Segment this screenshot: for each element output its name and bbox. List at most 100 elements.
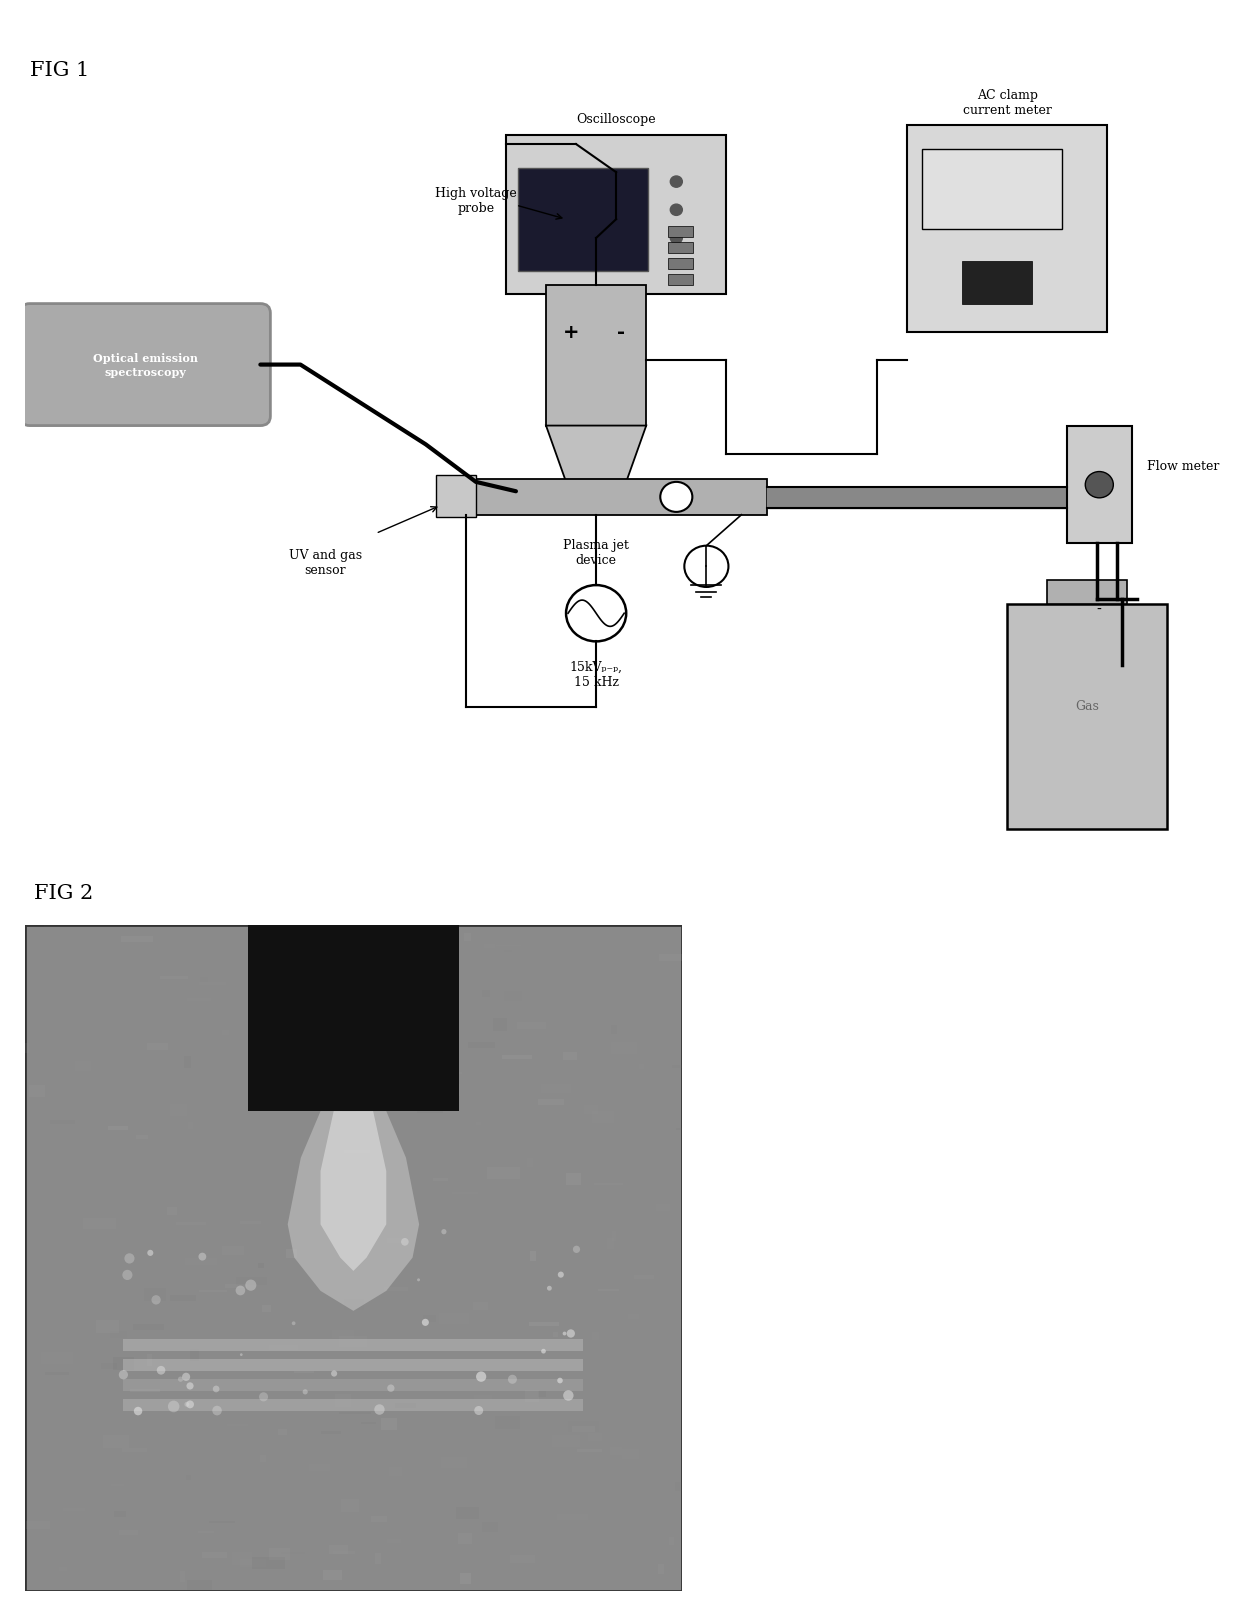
Circle shape bbox=[239, 1354, 243, 1357]
Bar bbox=[123, 1448, 146, 1453]
Bar bbox=[639, 1063, 645, 1070]
Circle shape bbox=[259, 1393, 268, 1402]
Bar bbox=[538, 1391, 546, 1397]
Circle shape bbox=[417, 1279, 420, 1282]
Bar bbox=[526, 1391, 538, 1402]
Bar bbox=[362, 1060, 387, 1063]
Bar bbox=[326, 1100, 342, 1112]
Bar bbox=[29, 1086, 46, 1097]
Bar bbox=[339, 1412, 371, 1414]
Bar bbox=[138, 1113, 165, 1123]
Circle shape bbox=[156, 1367, 165, 1375]
Bar bbox=[475, 1394, 492, 1401]
Bar bbox=[553, 1435, 580, 1448]
Text: FIG 2: FIG 2 bbox=[35, 883, 93, 902]
Bar bbox=[495, 1438, 510, 1449]
Bar bbox=[568, 1422, 599, 1433]
Bar bbox=[608, 1238, 614, 1250]
Bar bbox=[210, 1521, 234, 1524]
Bar bbox=[180, 1571, 186, 1582]
Bar bbox=[387, 1238, 404, 1243]
Bar bbox=[281, 1552, 305, 1555]
Bar bbox=[668, 227, 693, 239]
Circle shape bbox=[167, 1401, 180, 1412]
Bar bbox=[238, 1558, 259, 1566]
Bar bbox=[309, 1464, 330, 1470]
Bar bbox=[283, 998, 299, 1011]
Bar bbox=[170, 1295, 196, 1302]
Text: Oscilloscope: Oscilloscope bbox=[577, 114, 656, 127]
Bar bbox=[538, 1399, 569, 1404]
Bar bbox=[334, 1552, 356, 1553]
Bar bbox=[187, 1581, 212, 1591]
Bar bbox=[315, 1341, 335, 1345]
Bar bbox=[634, 1276, 655, 1279]
Circle shape bbox=[441, 1229, 446, 1235]
Bar bbox=[453, 1193, 477, 1195]
Bar bbox=[222, 1031, 229, 1035]
Polygon shape bbox=[288, 1112, 419, 1311]
Bar bbox=[267, 1071, 277, 1076]
Circle shape bbox=[671, 204, 682, 216]
Bar bbox=[676, 1128, 684, 1130]
Bar bbox=[176, 1222, 206, 1225]
Bar bbox=[346, 946, 355, 956]
Bar bbox=[248, 925, 459, 1112]
Bar bbox=[324, 1571, 342, 1581]
Bar bbox=[506, 1240, 512, 1242]
Bar bbox=[321, 1431, 341, 1433]
FancyBboxPatch shape bbox=[546, 286, 646, 427]
Bar bbox=[262, 1305, 270, 1313]
Bar bbox=[58, 1566, 67, 1571]
Text: UV and gas
sensor: UV and gas sensor bbox=[289, 549, 362, 576]
Bar bbox=[403, 1466, 429, 1477]
Bar bbox=[502, 1055, 532, 1060]
Bar bbox=[329, 1545, 348, 1553]
Circle shape bbox=[291, 1321, 295, 1326]
Circle shape bbox=[508, 1375, 517, 1384]
Bar bbox=[148, 1354, 153, 1367]
Circle shape bbox=[671, 177, 682, 188]
Bar bbox=[340, 923, 355, 936]
Bar bbox=[250, 1371, 263, 1375]
Circle shape bbox=[198, 1253, 206, 1261]
Bar bbox=[474, 1302, 487, 1310]
Bar bbox=[563, 1052, 577, 1060]
Bar bbox=[656, 1204, 671, 1211]
Bar bbox=[232, 1552, 252, 1565]
Bar bbox=[43, 925, 50, 935]
Bar bbox=[345, 1151, 370, 1152]
Bar bbox=[185, 1258, 217, 1266]
Bar bbox=[637, 1431, 644, 1441]
Bar bbox=[458, 1534, 471, 1545]
Bar bbox=[252, 1558, 284, 1569]
Bar bbox=[367, 1010, 383, 1013]
Bar bbox=[229, 1378, 262, 1383]
Bar bbox=[598, 1290, 619, 1292]
Circle shape bbox=[567, 1329, 575, 1337]
Bar bbox=[167, 1208, 177, 1216]
Text: Optical emission
spectroscopy: Optical emission spectroscopy bbox=[93, 352, 197, 378]
Bar bbox=[423, 1315, 436, 1323]
Bar bbox=[446, 1010, 456, 1021]
Bar bbox=[113, 1357, 134, 1370]
Bar bbox=[591, 1112, 614, 1123]
Bar bbox=[627, 1003, 647, 1014]
Bar bbox=[279, 1430, 286, 1435]
Bar bbox=[322, 1175, 348, 1177]
Bar bbox=[577, 1449, 603, 1453]
Bar bbox=[124, 1399, 584, 1410]
Bar bbox=[341, 1500, 360, 1513]
Text: Flow meter: Flow meter bbox=[1147, 459, 1220, 472]
Circle shape bbox=[185, 1402, 190, 1407]
Bar bbox=[41, 1352, 73, 1365]
Bar bbox=[393, 1154, 420, 1160]
Bar bbox=[668, 274, 693, 286]
Bar bbox=[95, 1321, 119, 1334]
Circle shape bbox=[547, 1285, 552, 1290]
Bar bbox=[584, 1105, 598, 1115]
Text: 15kVₚ₋ₚ,
15 kHz: 15kVₚ₋ₚ, 15 kHz bbox=[569, 661, 622, 688]
Bar bbox=[510, 1555, 536, 1563]
Bar bbox=[335, 1394, 351, 1407]
Bar bbox=[668, 242, 693, 253]
